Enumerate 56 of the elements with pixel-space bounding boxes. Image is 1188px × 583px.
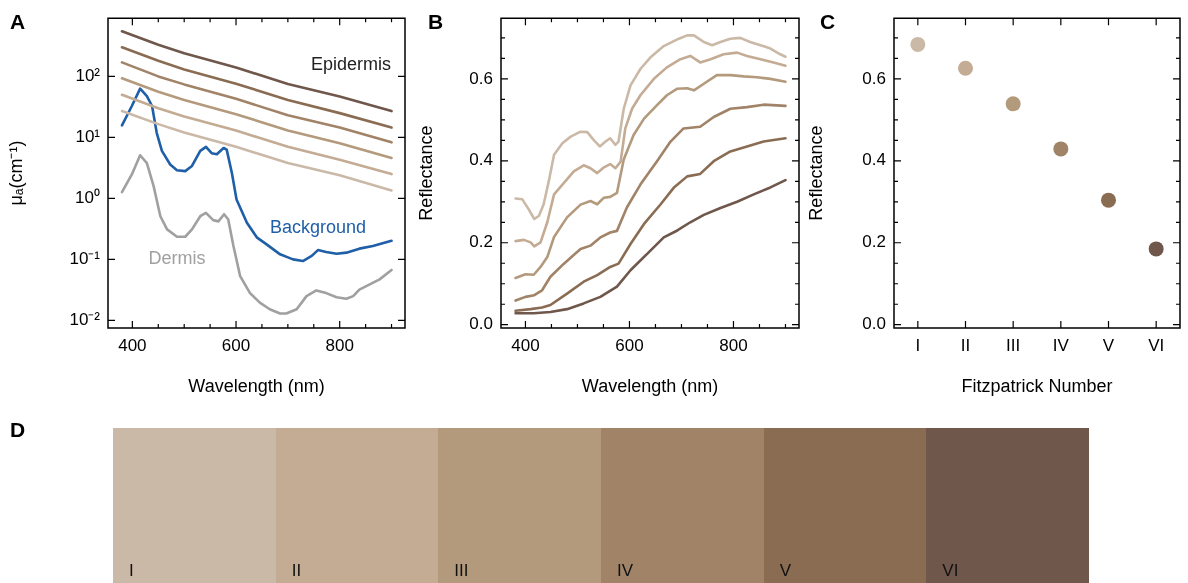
point bbox=[1053, 141, 1069, 157]
y-tick-label: 0.0 bbox=[862, 314, 886, 334]
category-label: II bbox=[291, 561, 302, 581]
skin-tone-swatch: III bbox=[438, 428, 602, 583]
series-label: Dermis bbox=[148, 247, 206, 268]
x-tick-label: I bbox=[915, 335, 921, 355]
point bbox=[1148, 241, 1164, 257]
x-tick-label: 600 bbox=[615, 335, 644, 355]
category-label: I bbox=[129, 561, 134, 581]
text: D bbox=[10, 418, 26, 442]
y-tick-label: 10¹ bbox=[75, 127, 101, 147]
category-label: IV bbox=[617, 561, 634, 581]
x-tick-label: IV bbox=[1052, 335, 1070, 355]
y-axis-title: Reflectance bbox=[805, 125, 826, 221]
x-tick-label: 400 bbox=[118, 335, 147, 355]
y-tick-label: 0.2 bbox=[862, 232, 886, 252]
y-axis-title: Reflectance bbox=[415, 125, 436, 221]
skin-tone-swatch: II bbox=[275, 428, 439, 583]
skin-tone-swatch: V bbox=[763, 428, 927, 583]
y-tick-label: 0.6 bbox=[469, 68, 493, 88]
y-tick-label: 0.4 bbox=[862, 150, 886, 170]
category-label: VI bbox=[942, 561, 959, 581]
point bbox=[1005, 96, 1021, 112]
skin-tone-swatch: VI bbox=[926, 428, 1090, 583]
y-tick-label: 10⁻² bbox=[69, 310, 101, 330]
series-label: Background bbox=[269, 217, 366, 238]
y-axis-title: μₐ(cm⁻¹) bbox=[5, 140, 26, 206]
category-label: V bbox=[779, 561, 791, 581]
chart-title: A bbox=[10, 10, 26, 34]
chart-title: B bbox=[428, 10, 444, 34]
y-tick-label: 0.4 bbox=[469, 150, 493, 170]
x-tick-label: II bbox=[960, 335, 971, 355]
point bbox=[1101, 192, 1116, 208]
x-axis-title: Wavelength (nm) bbox=[188, 376, 325, 397]
y-tick-label: 10⁻¹ bbox=[69, 249, 101, 269]
y-tick-label: 10⁰ bbox=[75, 188, 100, 208]
x-tick-label: III bbox=[1006, 335, 1021, 355]
x-tick-label: 800 bbox=[719, 335, 748, 355]
skin-tone-swatch: I bbox=[113, 428, 277, 583]
chart-title: C bbox=[820, 10, 836, 34]
x-axis-title: Fitzpatrick Number bbox=[961, 376, 1113, 397]
skin-tone-swatch: IV bbox=[601, 428, 765, 583]
y-tick-label: 10² bbox=[75, 66, 101, 86]
x-axis-title: Wavelength (nm) bbox=[581, 376, 719, 397]
x-tick-label: V bbox=[1102, 335, 1115, 355]
x-tick-label: 600 bbox=[221, 335, 251, 355]
annotation: Epidermis bbox=[310, 54, 391, 75]
x-tick-label: 400 bbox=[511, 335, 540, 355]
x-tick-label: 800 bbox=[325, 335, 354, 355]
y-tick-label: 0.0 bbox=[469, 314, 493, 334]
y-tick-label: 0.2 bbox=[469, 232, 493, 252]
point bbox=[910, 36, 926, 52]
point bbox=[958, 60, 973, 76]
category-label: III bbox=[454, 561, 469, 581]
x-tick-label: VI bbox=[1148, 335, 1165, 355]
y-tick-label: 0.6 bbox=[862, 68, 886, 88]
